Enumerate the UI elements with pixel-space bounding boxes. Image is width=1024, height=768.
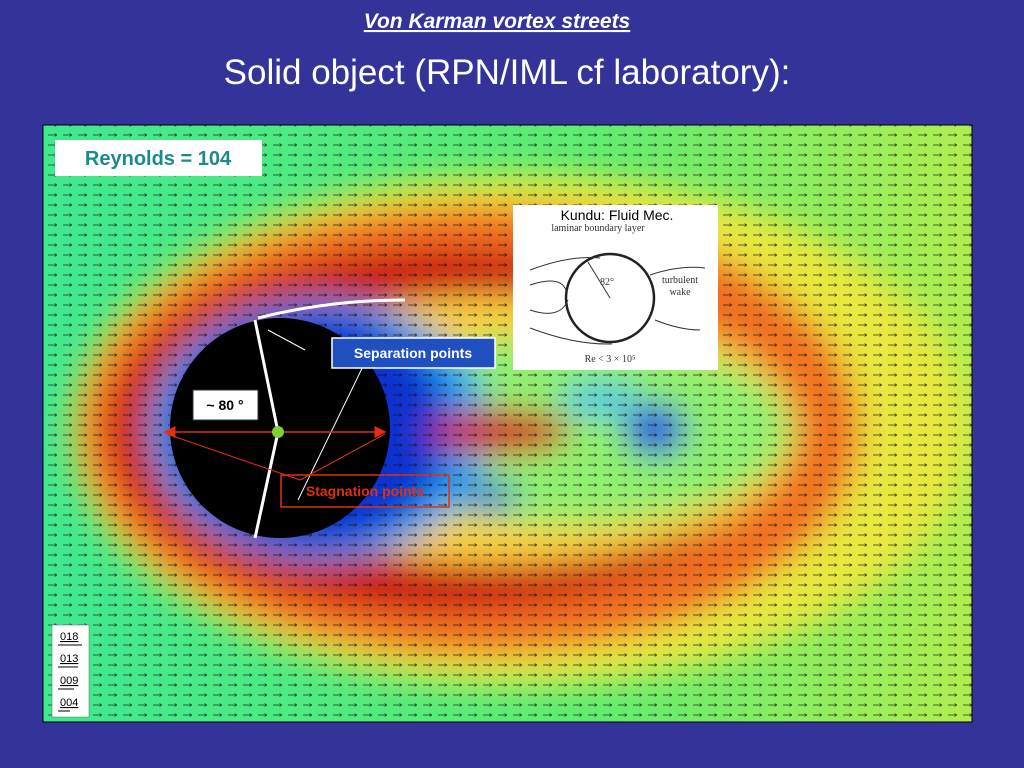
reynolds-box: [55, 140, 262, 176]
inset-text: wake: [669, 287, 691, 298]
title: Von Karman vortex streets: [364, 10, 631, 33]
angle-label: ~ 80 °: [206, 397, 243, 413]
inset-text: laminar boundary layer: [551, 223, 645, 234]
annotations: Reynolds = 104 Separation points ~ 80 ° …: [55, 140, 496, 539]
legend-label: 018: [60, 631, 78, 643]
inset-text: turbulent: [662, 275, 698, 286]
inset-diagram: Kundu: Fluid Mec. laminar boundary layer…: [513, 205, 718, 370]
reynolds-label: Reynolds = 104: [85, 148, 232, 170]
flow-field: [43, 125, 972, 722]
stagnation-label: Stagnation points: [306, 483, 424, 499]
subtitle: Solid object (RPN/IML cf laboratory):: [224, 53, 791, 92]
inset-text: Re < 3 × 10⁵: [585, 354, 636, 365]
legend-label: 013: [60, 653, 78, 665]
inset-caption: Kundu: Fluid Mec.: [561, 207, 674, 223]
separation-label: Separation points: [354, 345, 472, 361]
legend-label: 004: [60, 697, 78, 709]
vector-legend: 018 013 009 004: [51, 624, 90, 718]
inset-text: 82°: [600, 277, 614, 288]
legend-label: 009: [60, 675, 78, 687]
